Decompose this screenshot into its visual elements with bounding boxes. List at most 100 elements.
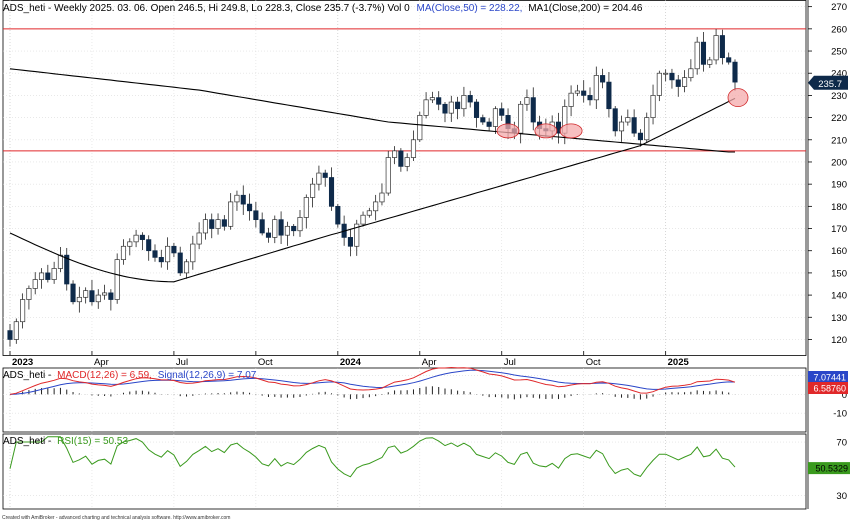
- candle-body: [32, 279, 38, 289]
- candle-body: [524, 97, 530, 105]
- candle-body: [379, 192, 385, 203]
- candle-body: [726, 57, 732, 63]
- candle-body: [631, 117, 637, 134]
- candle-body: [120, 245, 127, 260]
- candle-body: [625, 117, 631, 123]
- macd-line: [9, 366, 736, 395]
- price-tick-label: 270: [831, 2, 847, 13]
- candle-body: [663, 72, 669, 75]
- candle-body: [518, 103, 524, 134]
- candle-body: [719, 35, 725, 59]
- svg-text:ADS_heti - MACD(12,26) = 6: ADS_heti - MACD(12,26) = 6.59, Signal(12…: [3, 370, 257, 381]
- candle-body: [404, 157, 410, 167]
- candle-body: [310, 183, 316, 198]
- candle-body: [265, 232, 272, 238]
- candle-body: [455, 101, 461, 110]
- candle-body: [102, 292, 108, 296]
- macd-tick-label: -10: [833, 409, 847, 420]
- price-tick-label: 230: [831, 91, 847, 102]
- candle-body: [480, 117, 486, 123]
- macd-panel: [9, 366, 736, 400]
- candle-body: [89, 290, 95, 303]
- signal-line: [9, 369, 736, 395]
- candle-body: [574, 90, 580, 94]
- price-tick-label: 190: [831, 180, 847, 191]
- price-panel: [3, 28, 806, 347]
- price-tick-label: 160: [831, 246, 847, 257]
- candle-body: [278, 219, 284, 236]
- candle-body: [600, 75, 606, 83]
- candle-body: [328, 177, 335, 207]
- price-tick-label: 250: [831, 47, 847, 58]
- touch-highlight-ellipse: [496, 123, 520, 139]
- touch-highlight-ellipse: [534, 123, 558, 139]
- candle-body: [650, 95, 656, 118]
- signal-label: Signal(12,26,9) = 7.07: [158, 370, 257, 381]
- time-tick-label: Apr: [94, 357, 109, 368]
- candle-body: [234, 194, 240, 203]
- signal-value-tag: [808, 371, 848, 383]
- candle-body: [272, 219, 278, 238]
- ma50-label: MA(Close,50) = 228.22,: [417, 3, 523, 14]
- candle-body: [581, 90, 587, 96]
- candle-body: [215, 219, 221, 229]
- candle-body: [51, 268, 57, 280]
- candle-body: [593, 75, 599, 101]
- candle-body: [637, 132, 643, 141]
- macd-value-tag-label: 6.58760: [813, 384, 846, 394]
- candle-body: [568, 92, 574, 107]
- candle-body: [108, 292, 114, 300]
- price-tick-label: 180: [831, 202, 847, 213]
- candle-body: [70, 283, 76, 303]
- time-tick-label: 2025: [668, 357, 690, 368]
- ma200-line: [9, 68, 735, 153]
- candle-body: [707, 59, 713, 65]
- candle-body: [700, 41, 707, 65]
- candle-body: [618, 121, 625, 132]
- rsi-tick-label: 70: [836, 438, 847, 449]
- price-tick-label: 170: [831, 224, 847, 235]
- macd-panel-frame: [2, 367, 807, 433]
- candle-body: [303, 197, 309, 218]
- price-tick-label: 130: [831, 313, 847, 324]
- candle-body: [606, 81, 612, 110]
- candle-body: [240, 194, 246, 205]
- time-tick-label: 2024: [340, 357, 362, 368]
- candle-body: [146, 239, 152, 252]
- candle-body: [669, 72, 675, 81]
- candle-body: [732, 61, 738, 83]
- candle-body: [423, 99, 429, 116]
- candle-body: [410, 139, 417, 158]
- candle-body: [417, 115, 423, 141]
- footer-credit: Created with AmiBroker - advanced charti…: [2, 515, 230, 521]
- candle-body: [316, 172, 322, 185]
- candle-body: [713, 35, 719, 61]
- axis-layer: 1201301401501601701801902002102202302402…: [9, 2, 850, 502]
- price-tick-label: 150: [831, 268, 847, 279]
- svg-text:ADS_heti - RSI(15) = 50.53: ADS_heti - RSI(15) = 50.53: [3, 436, 128, 447]
- candle-body: [322, 172, 328, 178]
- candle-body: [20, 299, 26, 323]
- time-tick-label: Jul: [176, 357, 188, 368]
- candle-body: [366, 210, 372, 216]
- candle-body: [436, 97, 442, 105]
- candle-body: [448, 101, 454, 114]
- candle-body: [360, 214, 366, 225]
- candle-body: [139, 234, 145, 240]
- touch-highlight-ellipse: [559, 123, 583, 139]
- candle-body: [373, 201, 379, 212]
- candle-body: [158, 257, 164, 263]
- price-tick-label: 200: [831, 157, 847, 168]
- candle-body: [183, 261, 190, 274]
- candle-body: [392, 150, 398, 158]
- candle-body: [473, 101, 480, 118]
- candle-body: [114, 259, 120, 300]
- candle-body: [95, 294, 101, 303]
- candle-body: [190, 243, 196, 263]
- candle-body: [152, 250, 158, 258]
- candle-body: [171, 245, 177, 254]
- candle-body: [7, 330, 13, 340]
- time-tick-label: Apr: [422, 357, 437, 368]
- candle-body: [177, 252, 183, 274]
- time-tick-label: Oct: [586, 357, 601, 368]
